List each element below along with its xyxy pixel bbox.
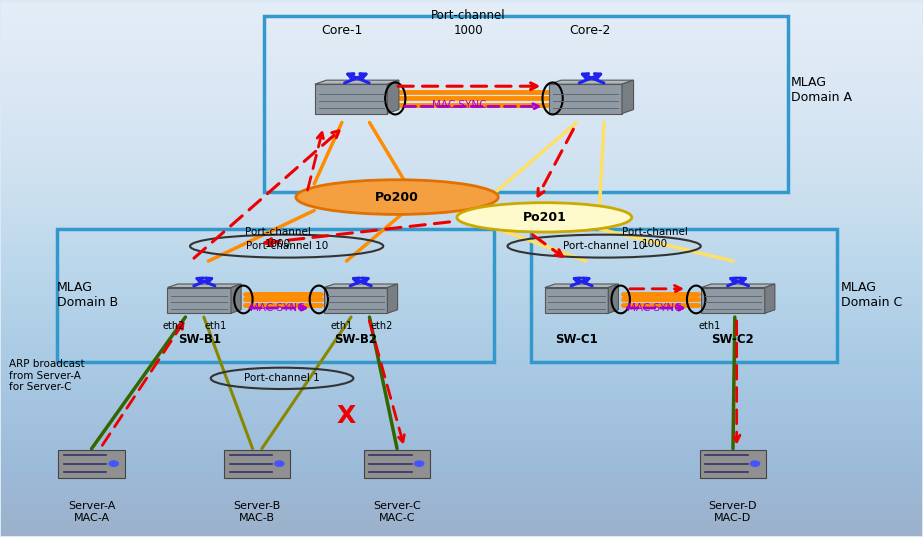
- Text: MLAG
Domain C: MLAG Domain C: [841, 281, 902, 309]
- Text: Po201: Po201: [522, 211, 566, 224]
- Polygon shape: [765, 284, 775, 313]
- Polygon shape: [608, 284, 618, 313]
- Text: ARP broadcast
from Server-A
for Server-C: ARP broadcast from Server-A for Server-C: [8, 359, 84, 393]
- Circle shape: [109, 461, 118, 466]
- Text: SW-B1: SW-B1: [178, 333, 221, 346]
- Text: Core-2: Core-2: [569, 24, 611, 37]
- Text: Server-B
MAC-B: Server-B MAC-B: [234, 501, 281, 523]
- Polygon shape: [167, 284, 241, 287]
- Text: MAC SYNC: MAC SYNC: [628, 303, 682, 313]
- FancyBboxPatch shape: [549, 84, 622, 113]
- Text: Po200: Po200: [375, 191, 419, 204]
- Polygon shape: [231, 284, 241, 313]
- Ellipse shape: [457, 202, 631, 232]
- Polygon shape: [388, 284, 398, 313]
- FancyBboxPatch shape: [58, 450, 125, 477]
- FancyBboxPatch shape: [224, 450, 291, 477]
- Text: Port-channel
1000: Port-channel 1000: [622, 227, 688, 249]
- Text: SW-C2: SW-C2: [712, 333, 754, 346]
- Polygon shape: [324, 284, 398, 287]
- Text: Port-channel 10: Port-channel 10: [563, 241, 645, 251]
- Text: Core-1: Core-1: [321, 24, 363, 37]
- Circle shape: [275, 461, 284, 466]
- FancyBboxPatch shape: [324, 287, 388, 313]
- Bar: [56, 229, 494, 362]
- FancyBboxPatch shape: [167, 287, 231, 313]
- Text: MAC SYNC: MAC SYNC: [432, 100, 486, 110]
- Polygon shape: [622, 80, 633, 113]
- Polygon shape: [549, 80, 633, 84]
- Text: X: X: [337, 404, 356, 427]
- Text: Port-channel 10: Port-channel 10: [246, 241, 328, 251]
- Polygon shape: [315, 80, 399, 84]
- Text: eth2: eth2: [162, 321, 185, 331]
- Polygon shape: [701, 284, 775, 287]
- Text: SW-B2: SW-B2: [334, 333, 378, 346]
- Bar: [264, 16, 788, 192]
- Text: Port-channel 1: Port-channel 1: [245, 373, 320, 383]
- FancyBboxPatch shape: [701, 287, 765, 313]
- Text: eth2: eth2: [370, 321, 392, 331]
- Ellipse shape: [296, 180, 498, 214]
- Circle shape: [750, 461, 760, 466]
- FancyBboxPatch shape: [364, 450, 430, 477]
- FancyBboxPatch shape: [545, 287, 608, 313]
- Text: MAC SYNC: MAC SYNC: [250, 303, 305, 313]
- Text: Server-C
MAC-C: Server-C MAC-C: [373, 501, 421, 523]
- Polygon shape: [388, 80, 399, 113]
- Text: MLAG
Domain B: MLAG Domain B: [56, 281, 118, 309]
- Text: eth1: eth1: [699, 321, 721, 331]
- Text: Server-D
MAC-D: Server-D MAC-D: [709, 501, 757, 523]
- FancyBboxPatch shape: [315, 84, 388, 113]
- Circle shape: [414, 461, 424, 466]
- Text: Server-A
MAC-A: Server-A MAC-A: [68, 501, 115, 523]
- Text: eth1: eth1: [205, 321, 227, 331]
- Text: MLAG
Domain A: MLAG Domain A: [791, 76, 852, 105]
- FancyBboxPatch shape: [700, 450, 766, 477]
- Text: eth1: eth1: [330, 321, 353, 331]
- Bar: [531, 229, 837, 362]
- Text: SW-C1: SW-C1: [555, 333, 598, 346]
- Text: Port-channel
1000: Port-channel 1000: [431, 9, 506, 37]
- Polygon shape: [545, 284, 618, 287]
- Text: Port-channel
1000: Port-channel 1000: [245, 227, 310, 249]
